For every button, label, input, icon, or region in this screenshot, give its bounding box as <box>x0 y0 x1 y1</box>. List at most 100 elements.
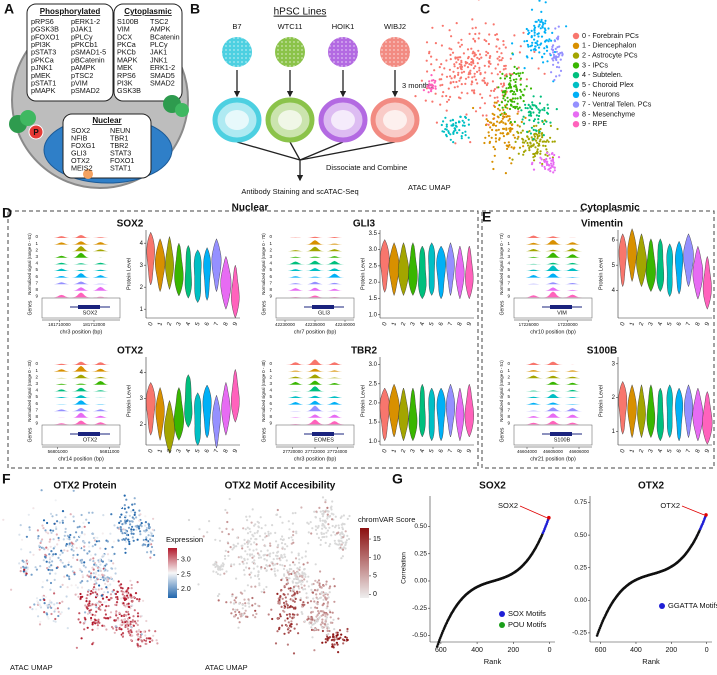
cell-point <box>553 162 555 164</box>
cell-point <box>506 97 508 99</box>
track-xlabel: chr3 position (bp) <box>294 456 337 462</box>
cell-point <box>36 569 38 571</box>
cell-point <box>103 554 105 556</box>
cell-point <box>127 597 129 599</box>
track-row-label: 5 <box>507 394 510 399</box>
coverage-track <box>514 407 592 411</box>
cell-point <box>495 125 497 127</box>
cell-point <box>317 614 319 616</box>
coverage-track <box>514 282 592 284</box>
track-row-label: 8 <box>269 414 272 419</box>
cell-point <box>472 27 474 29</box>
cell-point <box>331 639 333 641</box>
cell-point <box>553 54 555 56</box>
cell-point <box>503 112 505 114</box>
cell-point <box>520 78 522 80</box>
cell-point <box>57 615 59 617</box>
cell-point <box>479 93 481 95</box>
cell-point <box>530 132 532 134</box>
cell-point <box>488 131 490 133</box>
cell-point <box>263 558 265 560</box>
cell-point <box>452 119 454 121</box>
cell-point <box>129 520 131 522</box>
x-tick-label: 600 <box>435 647 447 654</box>
cell-point <box>118 580 120 582</box>
cell-point <box>528 138 530 140</box>
gene-model-name: EOMES <box>314 437 334 443</box>
coverage-track <box>514 421 592 425</box>
cell-point <box>84 618 86 620</box>
cell-point <box>502 118 504 120</box>
cell-point <box>497 73 499 75</box>
cell-point <box>272 564 274 566</box>
legend-swatch <box>573 72 579 78</box>
cell-point <box>537 44 539 46</box>
cell-point <box>127 618 129 620</box>
cell-point <box>533 30 535 32</box>
cell-point <box>58 537 60 539</box>
cell-point <box>129 580 131 582</box>
cell-point <box>125 531 127 533</box>
cell-point <box>255 548 257 550</box>
cell-point <box>552 171 554 173</box>
cell-point <box>46 561 48 563</box>
cell-point <box>43 519 45 521</box>
cell-point <box>145 640 147 642</box>
cell-point <box>254 575 256 577</box>
cell-point <box>138 527 140 529</box>
cell-point <box>538 67 540 69</box>
cell-point <box>133 596 135 598</box>
cell-point <box>537 118 539 120</box>
cell-point <box>315 529 317 531</box>
cell-point <box>82 576 84 578</box>
cell-point <box>256 532 258 534</box>
cell-point <box>212 570 214 572</box>
cell-point <box>450 120 452 122</box>
cell-point <box>128 603 130 605</box>
cell-point <box>320 539 322 541</box>
protein-name: SMAD2 <box>150 79 175 88</box>
cell-point <box>230 563 232 565</box>
y-tick-label: 1 <box>612 429 616 435</box>
cell-point <box>325 532 327 534</box>
cell-point <box>335 525 337 527</box>
cell-point <box>444 117 446 119</box>
cell-point <box>506 104 508 106</box>
cell-point <box>93 572 95 574</box>
track-row-label: 8 <box>507 287 510 292</box>
cell-point <box>115 625 117 627</box>
cell-point <box>87 613 89 615</box>
cell-point <box>88 541 90 543</box>
cell-point <box>534 146 536 148</box>
cell-point <box>304 620 306 622</box>
genes-label: Genes <box>499 300 505 315</box>
cell-point <box>140 615 142 617</box>
cell-point <box>247 542 249 544</box>
cell-point <box>128 606 130 608</box>
legend-swatch <box>573 111 579 117</box>
cell-point <box>84 611 86 613</box>
cell-point <box>543 134 545 136</box>
cell-point <box>92 557 94 559</box>
x-tick-label: 1 <box>629 448 636 454</box>
cell-point <box>239 602 241 604</box>
cell-point <box>109 616 111 618</box>
cell-point <box>257 570 259 572</box>
cell-point <box>471 61 473 63</box>
cell-point <box>332 531 334 533</box>
cell-point <box>483 142 485 144</box>
cell-point <box>512 97 514 99</box>
coverage-track <box>514 273 592 277</box>
cell-point <box>240 557 242 559</box>
track-row-label: 8 <box>269 287 272 292</box>
x-tick-label: 1 <box>157 321 164 327</box>
track-row-label: 7 <box>269 280 272 285</box>
x-tick-label: 4 <box>185 321 192 327</box>
cell-point <box>322 604 324 606</box>
cell-point <box>546 164 548 166</box>
cell-point <box>464 83 466 85</box>
cell-point <box>276 552 278 554</box>
cell-point <box>430 74 432 76</box>
box-title: Cytoplasmic <box>124 7 172 16</box>
gene-exon <box>312 432 334 436</box>
